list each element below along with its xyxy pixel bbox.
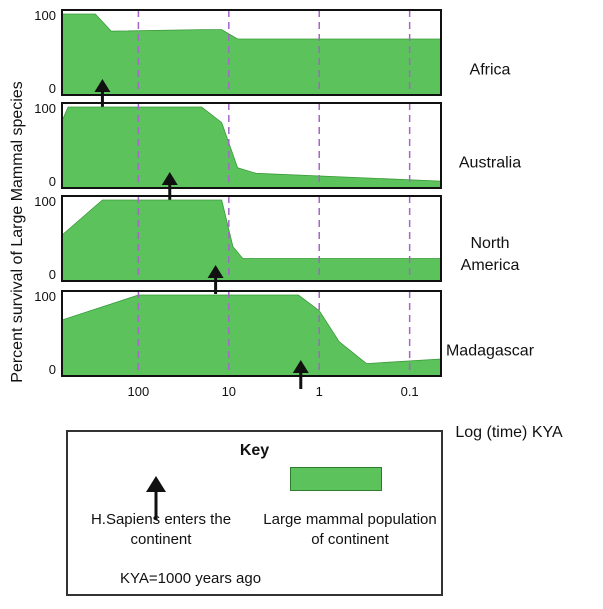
panel-frame [61,102,442,189]
panel-frame [61,195,442,282]
y-tick-label: 100 [34,289,56,304]
key-population-label: Large mammal population of continent [263,511,437,548]
population-area [62,13,441,95]
population-area [62,199,441,281]
y-tick-label: 0 [49,174,56,189]
panel-frame [61,9,442,96]
population-area [62,106,441,188]
panel-frame [61,290,442,377]
panel-australia: 0 100 Australia [34,101,521,201]
key-legend: Key H.Sapiens enters the continent Large… [66,430,443,596]
arrow-up-icon [146,476,166,520]
arrival-arrow-head [94,79,111,92]
x-axis-label: Log (time) KYA [455,424,563,441]
y-tick-label: 100 [34,101,56,116]
arrival-arrow-shaft [299,371,303,389]
arrival-arrow-head [161,172,178,185]
population-swatch [290,467,382,491]
x-tick-label: 0.1 [401,384,419,399]
y-tick-label: 0 [49,362,56,377]
panel-madagascar: 0 100 Madagascar [34,289,535,389]
arrival-arrow-shaft [168,183,172,201]
y-tick-label: 100 [34,194,56,209]
population-area [62,294,441,376]
y-tick-label: 0 [49,81,56,96]
arrival-arrow-shaft [214,276,218,294]
key-note: KYA=1000 years ago [120,570,262,587]
arrival-arrow-shaft [100,90,104,108]
x-tick-label: 1 [316,384,323,399]
panel-africa: 0 100 Africa [34,8,511,108]
y-tick-label: 0 [49,267,56,282]
continent-label: Australia [459,155,521,172]
arrival-arrow-head [292,360,309,373]
continent-label: North America [461,235,520,274]
continent-label: Madagascar [446,343,535,360]
key-title: Key [239,442,270,459]
continent-label: Africa [470,62,511,79]
y-tick-label: 100 [34,8,56,23]
x-tick-label: 100 [128,384,150,399]
y-axis-label: Percent survival of Large Mammal species [9,81,26,382]
key-arrow-label: H.Sapiens enters the continent [90,511,232,548]
panel-north-america: 0 100 North America [34,194,519,294]
x-tick-label: 10 [222,384,236,399]
arrival-arrow-head [207,265,224,278]
